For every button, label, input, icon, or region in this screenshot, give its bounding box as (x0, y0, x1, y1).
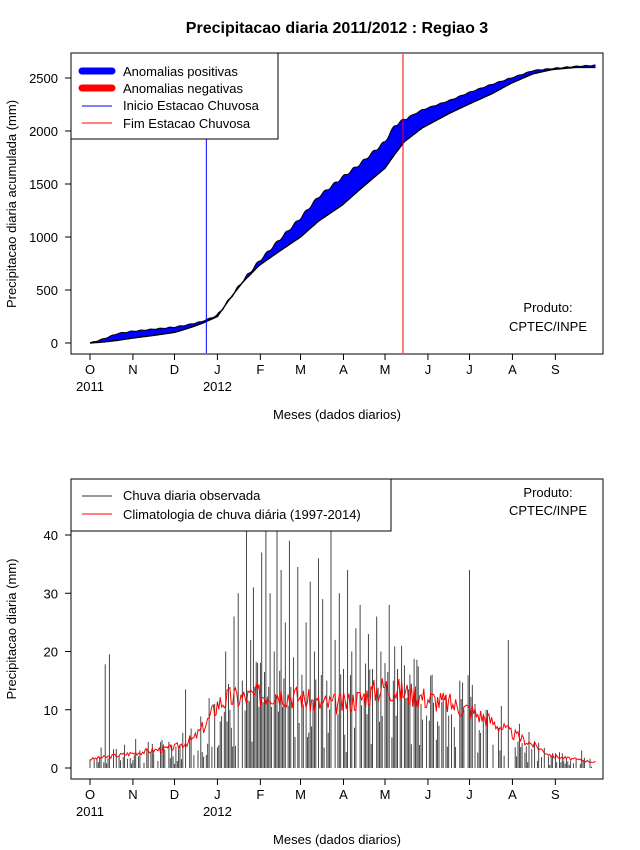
positive-anomaly-area (90, 310, 222, 343)
bottom-y-axis-label: Precipitacao diaria (mm) (4, 559, 19, 700)
bottom-x-axis-label: Meses (dados diarios) (273, 832, 401, 847)
bottom-annotation-produto: Produto: (523, 485, 572, 500)
legend-label-positive: Anomalias positivas (123, 64, 238, 79)
bottom-x-tick-label: F (256, 787, 264, 802)
top-x-tick-label: J (214, 362, 221, 377)
bottom-x-tick-label: J (466, 787, 473, 802)
top-x-tick-label: J (466, 362, 473, 377)
top-x-tick-label: O (85, 362, 95, 377)
bottom-chart: 0 10 20 30 40 O N D J F M A M J J A S 2011 2012 Precipita… (4, 478, 604, 847)
top-y-axis: 0 500 1000 1500 2000 2500 (29, 71, 72, 351)
bottom-x-tick-label: A (508, 787, 517, 802)
bottom-y-tick-label: 30 (44, 586, 58, 601)
bottom-y-tick-label: 10 (44, 703, 58, 718)
bottom-x-tick-label: N (128, 787, 137, 802)
top-x-tick-label: A (508, 362, 517, 377)
top-legend-box (70, 52, 279, 140)
top-x-tick-label: F (256, 362, 264, 377)
bottom-x-tick-label: J (214, 787, 221, 802)
top-annotation-cptec: CPTEC/INPE (509, 319, 587, 334)
top-x-tick-label: D (170, 362, 179, 377)
bottom-x-tick-label: S (551, 787, 560, 802)
bottom-legend-box (70, 478, 392, 532)
bottom-y-tick-label: 0 (51, 761, 58, 776)
bottom-x-tick-label: A (339, 787, 348, 802)
legend-label-end: Fim Estacao Chuvosa (123, 116, 251, 131)
climatology-daily-line (89, 678, 596, 763)
bottom-x-tick-label: O (85, 787, 95, 802)
bottom-x-tick-label: J (425, 787, 432, 802)
bottom-x-tick-label: D (170, 787, 179, 802)
bottom-legend: Chuva diaria observada Climatologia de c… (70, 478, 392, 532)
top-x-tick-label: S (551, 362, 560, 377)
legend-label-onset: Inicio Estacao Chuvosa (123, 98, 260, 113)
top-y-tick-label: 500 (36, 283, 58, 298)
bottom-x-axis: O N D J F M A M J J A S 2011 2012 (76, 778, 560, 819)
top-y-tick-label: 1000 (29, 230, 58, 245)
top-x-tick-label: N (128, 362, 137, 377)
top-x-year-label: 2012 (203, 379, 232, 394)
bottom-x-tick-label: M (380, 787, 391, 802)
legend-label-negative: Anomalias negativas (123, 81, 243, 96)
top-x-tick-label: M (380, 362, 391, 377)
top-x-year-label: 2011 (76, 379, 104, 394)
top-y-tick-label: 0 (51, 336, 58, 351)
top-y-tick-label: 2000 (29, 124, 58, 139)
daily-plot-area (89, 505, 596, 768)
top-annotation-produto: Produto: (523, 300, 572, 315)
top-x-tick-label: A (339, 362, 348, 377)
legend-label-climatology: Climatologia de chuva diária (1997-2014) (123, 507, 361, 522)
bottom-y-tick-label: 20 (44, 645, 58, 660)
top-legend: Anomalias positivas Anomalias negativas … (70, 52, 279, 140)
bottom-y-axis: 0 10 20 30 40 (44, 528, 72, 776)
climatology-cumulative-line (89, 66, 596, 344)
top-y-tick-label: 2500 (29, 71, 58, 86)
top-x-axis-label: Meses (dados diarios) (273, 407, 401, 422)
bottom-y-tick-label: 40 (44, 528, 58, 543)
top-x-tick-label: M (295, 362, 306, 377)
bottom-x-tick-label: M (295, 787, 306, 802)
bottom-annotation-cptec: CPTEC/INPE (509, 503, 587, 518)
top-chart: Precipitacao diaria 2011/2012 : Regiao 3… (4, 20, 604, 422)
top-y-axis-label: Precipitacao diaria acumulada (mm) (4, 100, 19, 308)
positive-anomaly-area (243, 64, 596, 282)
observed-cumulative-line (89, 64, 596, 344)
top-x-axis: O N D J F M A M J J A S 2011 2012 (76, 353, 560, 394)
top-y-tick-label: 1500 (29, 177, 58, 192)
top-x-tick-label: J (425, 362, 432, 377)
chart-title: Precipitacao diaria 2011/2012 : Regiao 3 (186, 20, 488, 37)
bottom-x-year-label: 2011 (76, 804, 104, 819)
bottom-x-year-label: 2012 (203, 804, 232, 819)
legend-label-observed: Chuva diaria observada (123, 488, 261, 503)
